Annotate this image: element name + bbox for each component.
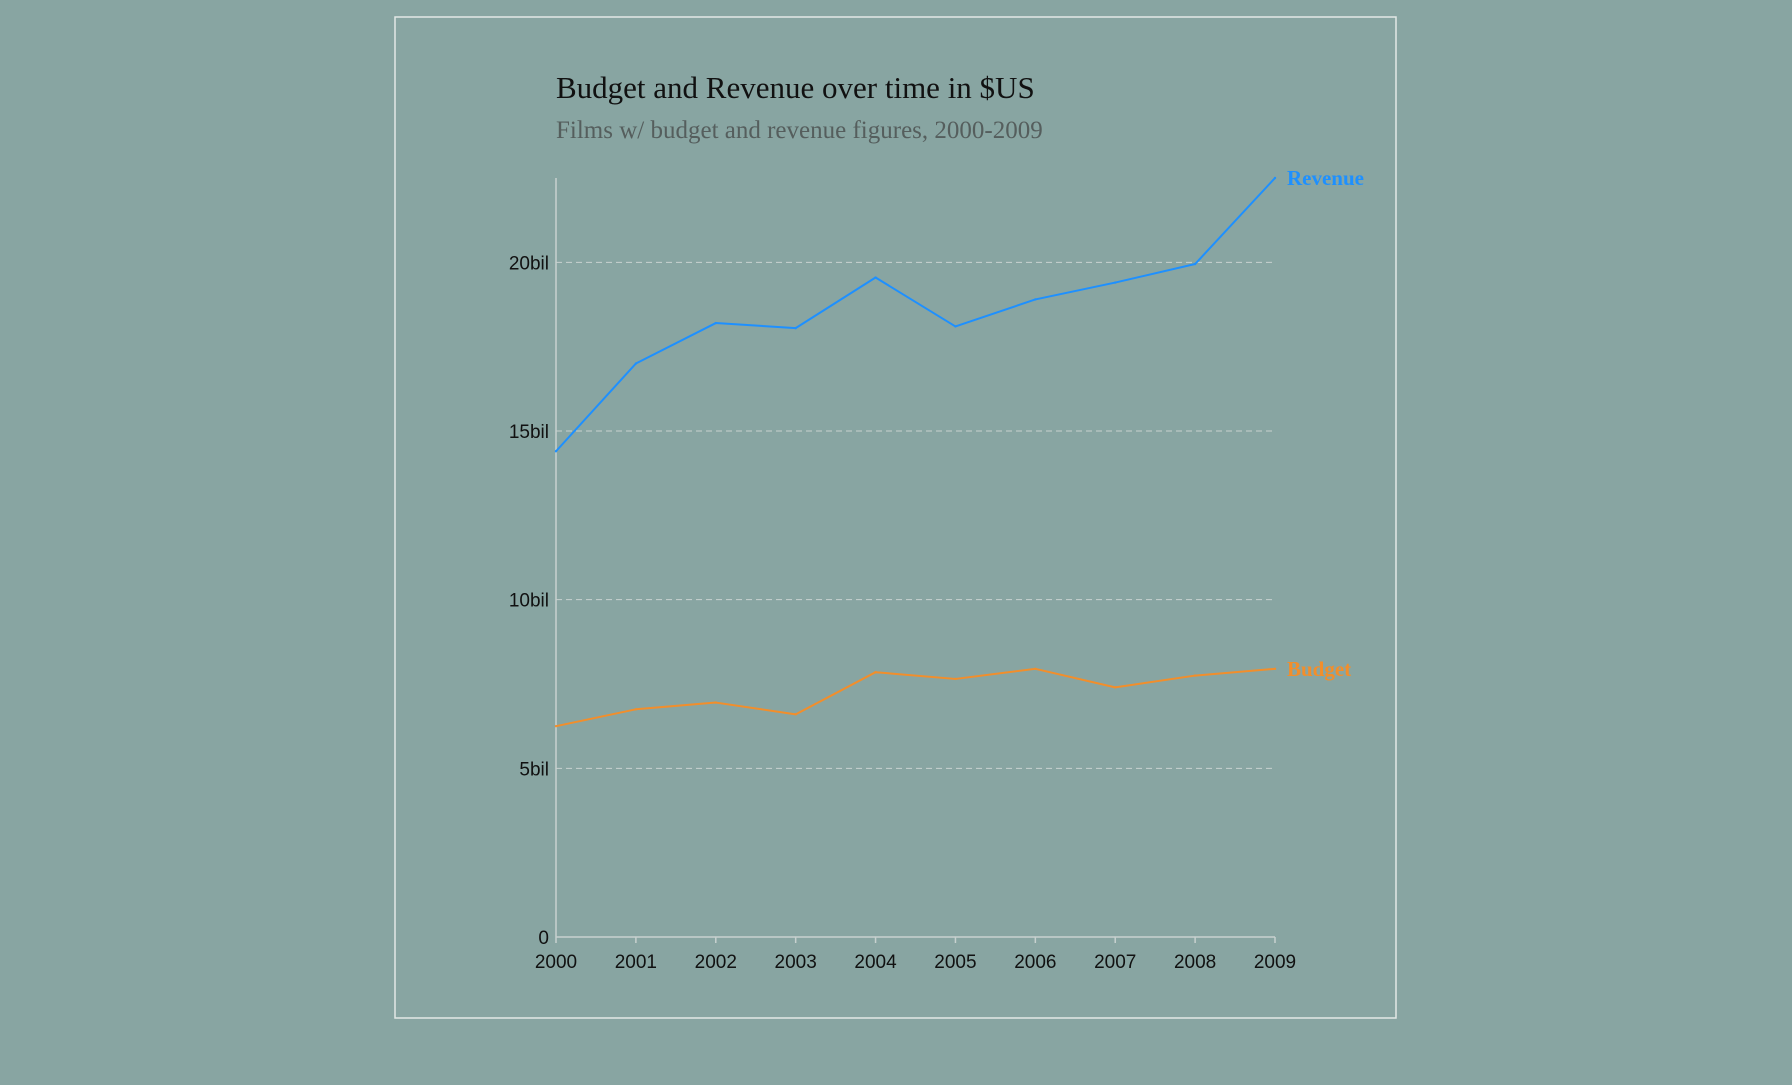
data-point-budget bbox=[1193, 674, 1197, 677]
series-line-budget bbox=[555, 667, 1276, 728]
y-tick-label: 0 bbox=[538, 928, 549, 949]
data-point-budget bbox=[1114, 686, 1117, 689]
x-tick-label: 2002 bbox=[695, 952, 737, 973]
y-tick-label: 20bil bbox=[509, 253, 549, 274]
y-tick-label: 5bil bbox=[519, 759, 549, 780]
data-point-revenue bbox=[794, 326, 797, 330]
data-point-budget bbox=[954, 677, 957, 681]
x-tick-label: 2008 bbox=[1174, 952, 1216, 973]
series-label-budget: Budget bbox=[1287, 657, 1351, 681]
chart-title: Budget and Revenue over time in $US bbox=[556, 70, 1035, 105]
x-tick-label: 2001 bbox=[615, 952, 657, 973]
series-lines bbox=[554, 176, 1277, 728]
x-tick-label: 2007 bbox=[1094, 952, 1136, 973]
x-tick-label: 2006 bbox=[1014, 952, 1056, 973]
data-point-budget bbox=[1034, 667, 1037, 671]
data-point-budget bbox=[874, 670, 877, 674]
chart-frame bbox=[394, 16, 1397, 1019]
data-point-revenue bbox=[1114, 281, 1117, 284]
data-point-revenue bbox=[954, 325, 957, 328]
y-tick-label: 10bil bbox=[509, 591, 549, 612]
data-point-budget bbox=[794, 713, 797, 716]
data-point-revenue bbox=[874, 276, 877, 279]
y-axis-tick-labels: 0 5bil 10bil 15bil 20bil bbox=[509, 253, 549, 949]
data-point-revenue bbox=[1034, 298, 1037, 301]
data-point-budget bbox=[1273, 667, 1277, 671]
data-point-budget bbox=[554, 724, 558, 728]
series-label-revenue: Revenue bbox=[1287, 166, 1364, 190]
x-tick-label: 2003 bbox=[775, 952, 817, 973]
x-tick-label: 2000 bbox=[535, 952, 577, 973]
chart-subtitle: Films w/ budget and revenue figures, 200… bbox=[556, 117, 1043, 144]
data-point-budget bbox=[714, 701, 717, 704]
data-point-budget bbox=[634, 708, 638, 711]
data-point-revenue bbox=[714, 321, 717, 325]
data-point-revenue bbox=[1273, 176, 1277, 180]
series-line-revenue bbox=[555, 177, 1276, 452]
data-point-revenue bbox=[634, 362, 638, 365]
series-labels: Revenue Budget bbox=[1287, 166, 1364, 681]
y-tick-label: 15bil bbox=[509, 422, 549, 443]
x-tick-label: 2009 bbox=[1254, 952, 1296, 973]
data-point-revenue bbox=[1193, 262, 1197, 266]
x-tick-label: 2005 bbox=[934, 952, 976, 973]
data-point-revenue bbox=[554, 450, 558, 453]
axes bbox=[555, 178, 1276, 943]
gridlines bbox=[556, 261, 1275, 769]
x-tick-label: 2004 bbox=[854, 952, 897, 973]
x-axis-tick-labels: 2000 2001 2002 2003 2004 2005 2006 2007 2008 2009 bbox=[535, 952, 1296, 973]
